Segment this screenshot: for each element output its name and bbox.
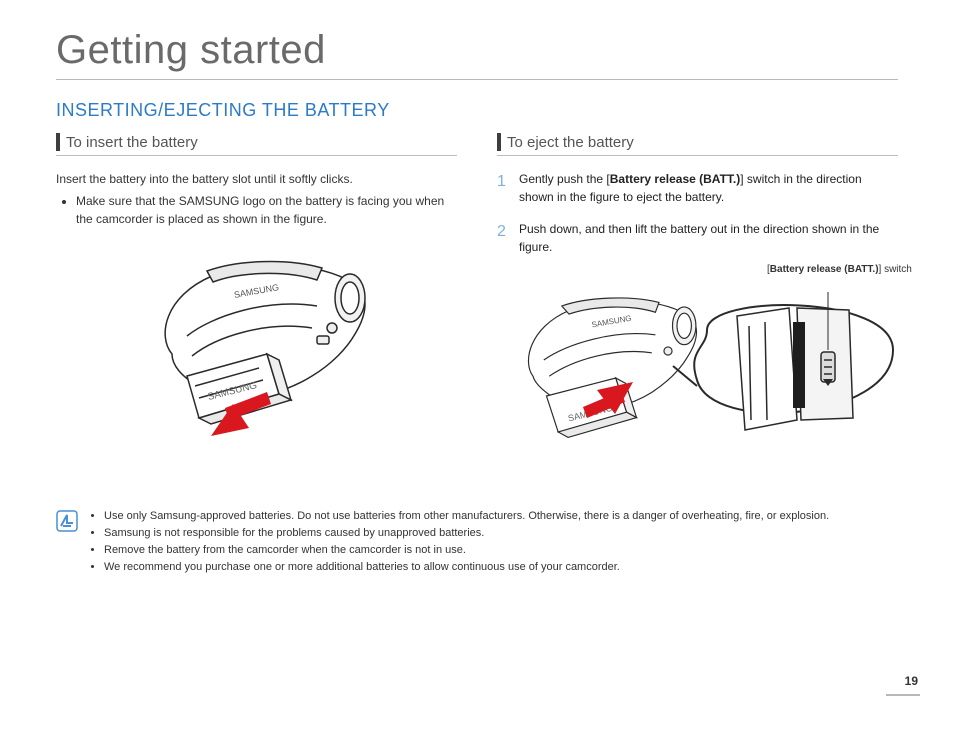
page-number-rule: [886, 694, 920, 696]
insert-lead: Insert the battery into the battery slot…: [56, 170, 457, 188]
battery-release-detail-icon: [673, 292, 893, 430]
insert-bullet-1: Make sure that the SAMSUNG logo on the b…: [76, 192, 457, 228]
note-3: Remove the battery from the camcorder wh…: [104, 542, 829, 559]
subhead-bar-icon: [497, 133, 501, 151]
column-insert: To insert the battery Insert the battery…: [56, 133, 457, 480]
insert-illustration: SAMSUNG SAMSUNG: [56, 236, 457, 461]
note-2: Samsung is not responsible for the probl…: [104, 525, 829, 542]
note-4: We recommend you purchase one or more ad…: [104, 559, 829, 576]
column-eject: To eject the battery 1 Gently push the […: [497, 133, 898, 480]
subhead-insert: To insert the battery: [56, 133, 457, 156]
notes-list: Use only Samsung-approved batteries. Do …: [88, 508, 829, 576]
step-number-1: 1: [497, 170, 511, 206]
eject-step-1-text: Gently push the [Battery release (BATT.)…: [519, 170, 898, 206]
eject-step-2: 2 Push down, and then lift the battery o…: [497, 220, 898, 256]
subhead-bar-icon: [56, 133, 60, 151]
page-number: 19: [905, 674, 918, 688]
note-1: Use only Samsung-approved batteries. Do …: [104, 508, 829, 525]
note-icon: [56, 510, 78, 537]
notes-box: Use only Samsung-approved batteries. Do …: [56, 508, 898, 576]
eject-step-1: 1 Gently push the [Battery release (BATT…: [497, 170, 898, 206]
eject-illustration: SAMSUNG SAMSUNG: [497, 270, 898, 480]
insert-body: Insert the battery into the battery slot…: [56, 170, 457, 228]
section-title: INSERTING/EJECTING THE BATTERY: [56, 100, 898, 121]
camcorder-eject-icon: SAMSUNG SAMSUNG: [497, 270, 897, 480]
battery-release-callout: [Battery release (BATT.)] switch: [767, 264, 912, 275]
page-title: Getting started: [56, 28, 898, 80]
subhead-eject-text: To eject the battery: [507, 134, 634, 151]
camcorder-insert-icon: SAMSUNG SAMSUNG: [117, 236, 397, 461]
step-number-2: 2: [497, 220, 511, 256]
subhead-eject: To eject the battery: [497, 133, 898, 156]
eject-step-2-text: Push down, and then lift the battery out…: [519, 220, 898, 256]
subhead-insert-text: To insert the battery: [66, 134, 198, 151]
